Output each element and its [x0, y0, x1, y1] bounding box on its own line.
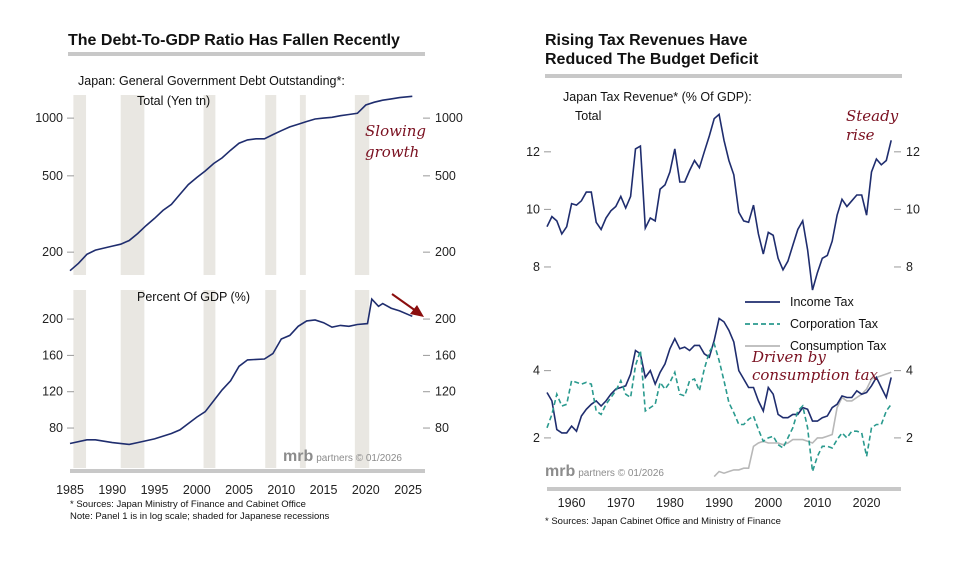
x-tick-label: 2005: [225, 483, 253, 497]
series-line-corporation-tax: [546, 341, 892, 472]
y-tick-label-left: 500: [42, 169, 63, 183]
arrow-head-icon: [410, 305, 424, 317]
y-tick-label-right: 4: [906, 364, 913, 378]
x-tick-label: 2000: [183, 483, 211, 497]
recession-band: [354, 290, 370, 468]
y-tick-label-right: 200: [435, 245, 456, 259]
annotation: Driven by: [751, 348, 826, 366]
recession-band: [203, 290, 216, 468]
x-tick-label: 1960: [558, 496, 586, 510]
series-line-main: [546, 112, 892, 291]
recession-band: [73, 95, 87, 275]
footnote: Note: Panel 1 is in log scale; shaded fo…: [70, 511, 330, 522]
x-tick-label: 1990: [98, 483, 126, 497]
chart-subtitle: Japan: General Government Debt Outstandi…: [78, 74, 345, 88]
y-tick-label-left: 4: [533, 364, 540, 378]
x-tick-label: 1980: [656, 496, 684, 510]
panel-label: Percent Of GDP (%): [137, 290, 250, 304]
x-tick-label: 1970: [607, 496, 635, 510]
y-tick-label-right: 80: [435, 421, 449, 435]
x-tick-label: 1995: [141, 483, 169, 497]
chart-title: Rising Tax Revenues Have: [545, 32, 748, 49]
y-tick-label-left: 2: [533, 431, 540, 445]
y-tick-label-right: 1000: [435, 111, 463, 125]
y-tick-label-left: 80: [49, 421, 63, 435]
arrow-icon: [391, 293, 417, 312]
chart-subtitle: Japan Tax Revenue* (% Of GDP):: [563, 90, 752, 104]
series-line-income-tax: [546, 317, 892, 434]
legend-label: Corporation Tax: [790, 317, 879, 331]
recession-band: [120, 290, 145, 468]
y-tick-label-left: 200: [42, 245, 63, 259]
x-tick-label: 2020: [352, 483, 380, 497]
recession-band: [299, 290, 306, 468]
footnote: * Sources: Japan Cabinet Office and Mini…: [545, 516, 781, 527]
y-tick-label-right: 120: [435, 385, 456, 399]
x-tick-label: 2020: [853, 496, 881, 510]
y-tick-label-left: 8: [533, 260, 540, 274]
y-tick-label-right: 500: [435, 169, 456, 183]
x-tick-label: 2000: [754, 496, 782, 510]
series-line-consumption-tax: [713, 371, 892, 478]
y-tick-label-right: 160: [435, 348, 456, 362]
recession-band: [203, 95, 216, 275]
title-rule: [68, 52, 425, 56]
x-tick-label: 2015: [310, 483, 338, 497]
panel-label: Total (Yen tn): [137, 94, 210, 108]
legend-label: Consumption Tax: [790, 339, 887, 353]
y-tick-label-right: 8: [906, 260, 913, 274]
recession-band: [73, 290, 87, 468]
annotation: Slowing: [365, 122, 426, 140]
x-axis: [547, 487, 901, 491]
x-axis: [70, 469, 425, 473]
recession-band: [265, 95, 277, 275]
y-tick-label-left: 160: [42, 348, 63, 362]
recession-band: [299, 95, 306, 275]
footnote: * Sources: Japan Ministry of Finance and…: [70, 499, 306, 510]
y-tick-label-right: 200: [435, 312, 456, 326]
y-tick-label-left: 1000: [35, 111, 63, 125]
y-tick-label-right: 2: [906, 431, 913, 445]
annotation: rise: [846, 126, 875, 144]
series-line-main: [69, 95, 413, 272]
series-line-main: [69, 297, 413, 446]
y-tick-label-left: 12: [526, 145, 540, 159]
chart-title: The Debt-To-GDP Ratio Has Fallen Recentl…: [68, 32, 400, 49]
title-rule: [545, 74, 902, 78]
y-tick-label-left: 10: [526, 202, 540, 216]
annotation: growth: [365, 143, 419, 161]
annotation: consumption tax: [752, 366, 879, 384]
recession-band: [120, 95, 145, 275]
x-tick-label: 2025: [394, 483, 422, 497]
panel-label: Total: [575, 109, 601, 123]
y-tick-label-right: 10: [906, 202, 920, 216]
mrb-logo: mrb partners © 01/2026: [545, 463, 664, 480]
recession-band: [265, 290, 277, 468]
x-tick-label: 2010: [804, 496, 832, 510]
y-tick-label-left: 120: [42, 385, 63, 399]
x-tick-label: 2010: [267, 483, 295, 497]
legend-label: Income Tax: [790, 295, 854, 309]
recession-band: [354, 95, 370, 275]
annotation: Steady: [846, 107, 899, 125]
x-tick-label: 1985: [56, 483, 84, 497]
x-tick-label: 1990: [705, 496, 733, 510]
mrb-logo: mrb partners © 01/2026: [283, 448, 402, 465]
y-tick-label-left: 200: [42, 312, 63, 326]
y-tick-label-right: 12: [906, 145, 920, 159]
chart-title: Reduced The Budget Deficit: [545, 51, 759, 68]
